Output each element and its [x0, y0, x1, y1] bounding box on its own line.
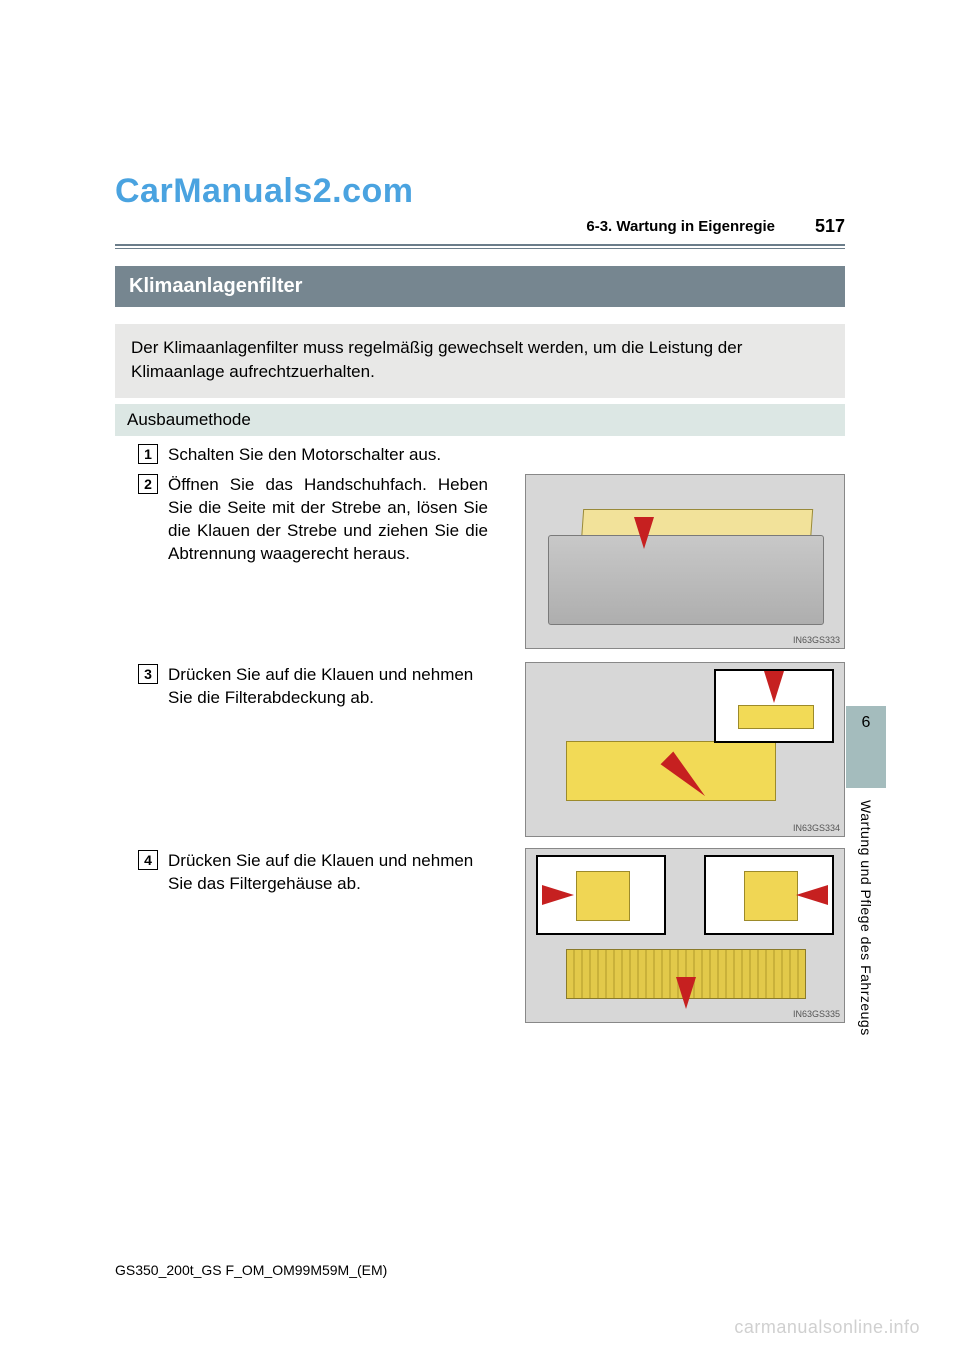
chapter-tab: 6: [846, 706, 886, 788]
watermark-bottom: carmanualsonline.info: [734, 1317, 920, 1338]
step-4: 4 Drücken Sie auf die Klauen und nehmen …: [138, 850, 488, 896]
page-title: Klimaanlagenfilter: [115, 266, 845, 307]
step-text: Öffnen Sie das Handschuhfach. Heben Sie …: [168, 474, 488, 566]
inset-detail-right: [704, 855, 834, 935]
figure-id: IN63GS334: [793, 823, 840, 833]
manual-page: CarManuals2.com 6-3. Wartung in Eigenreg…: [0, 0, 960, 1358]
step-2: 2 Öffnen Sie das Handschuhfach. Heben Si…: [138, 474, 488, 566]
step-number-icon: 4: [138, 850, 158, 870]
page-header: 6-3. Wartung in Eigenregie 517: [115, 218, 845, 246]
step-text: Schalten Sie den Motorschalter aus.: [168, 444, 441, 467]
clip-highlight: [576, 871, 630, 921]
chapter-number: 6: [846, 714, 886, 732]
step-text: Drücken Sie auf die Klauen und nehmen Si…: [168, 664, 488, 710]
arrow-down-icon: [634, 517, 654, 549]
arrow-right-icon: [542, 885, 574, 905]
arrow-down-icon: [764, 671, 784, 703]
figure-id: IN63GS333: [793, 635, 840, 645]
clip-highlight: [744, 871, 798, 921]
page-number: 517: [815, 216, 845, 237]
inset-detail: [714, 669, 834, 743]
footer-document-code: GS350_200t_GS F_OM_OM99M59M_(EM): [115, 1262, 387, 1278]
header-rule-thin: [115, 248, 845, 249]
figure-id: IN63GS335: [793, 1009, 840, 1019]
clip-highlight: [738, 705, 814, 729]
figure-2: IN63GS334: [525, 662, 845, 837]
arrow-down-icon: [676, 977, 696, 1009]
chapter-label: Wartung und Pflege des Fahrzeugs: [858, 800, 874, 1036]
header-rule: [115, 244, 845, 246]
inset-detail-left: [536, 855, 666, 935]
section-heading: Ausbaumethode: [115, 404, 845, 436]
arrow-left-icon: [796, 885, 828, 905]
glovebox-illustration: [548, 535, 824, 625]
figure-3: IN63GS335: [525, 848, 845, 1023]
step-number-icon: 2: [138, 474, 158, 494]
watermark-top: CarManuals2.com: [115, 172, 414, 211]
figure-1: IN63GS333: [525, 474, 845, 649]
intro-text: Der Klimaanlagenfilter muss regelmäßig g…: [115, 324, 845, 398]
section-breadcrumb: 6-3. Wartung in Eigenregie: [586, 218, 775, 235]
step-text: Drücken Sie auf die Klauen und nehmen Si…: [168, 850, 488, 896]
step-number-icon: 1: [138, 444, 158, 464]
step-3: 3 Drücken Sie auf die Klauen und nehmen …: [138, 664, 488, 710]
step-1: 1 Schalten Sie den Motorschalter aus.: [138, 444, 845, 467]
step-number-icon: 3: [138, 664, 158, 684]
